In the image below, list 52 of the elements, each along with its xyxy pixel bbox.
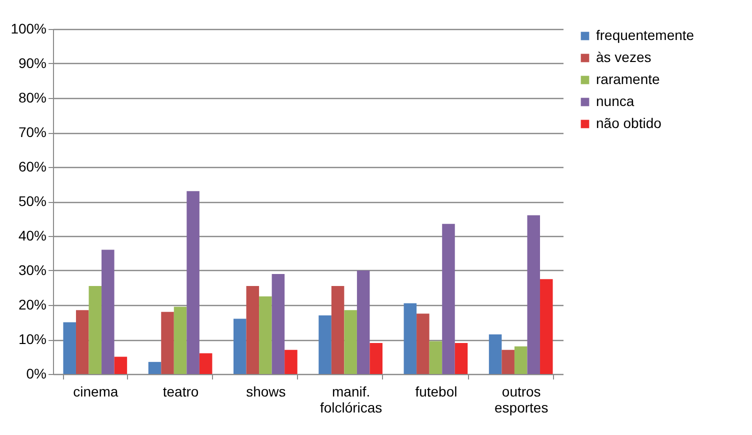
bar [527, 215, 540, 374]
bar [540, 279, 553, 374]
bar [370, 342, 382, 374]
bar [148, 362, 162, 374]
legend-label: não obtido [596, 115, 662, 131]
bar [416, 314, 430, 374]
y-tick-label: 40% [18, 228, 46, 244]
y-tick-label: 100% [10, 20, 46, 36]
bar [246, 286, 260, 374]
bar [234, 318, 246, 374]
y-tick-label: 20% [18, 296, 46, 312]
bar [186, 191, 200, 374]
bar [88, 286, 102, 374]
legend-label: raramente [596, 71, 660, 87]
y-tick-label: 10% [18, 331, 46, 347]
bar [488, 334, 502, 374]
bar [174, 306, 187, 374]
x-tick-label: futebol [415, 384, 458, 400]
bar [284, 350, 298, 374]
bar [429, 341, 442, 374]
y-tick-label: 90% [18, 55, 46, 71]
bar [161, 312, 174, 374]
bar [76, 310, 89, 374]
bar [514, 346, 528, 374]
y-tick-label: 50% [18, 193, 46, 209]
x-tick-label: shows [246, 384, 286, 400]
bar [442, 224, 455, 374]
x-tick-label: manif. folclóricas [320, 384, 382, 416]
bar [259, 296, 272, 374]
x-tick-label: teatro [162, 384, 199, 400]
y-tick-label: 70% [18, 124, 46, 140]
legend-label: frequentemente [596, 27, 694, 43]
bar [114, 356, 128, 374]
y-tick-label: 60% [18, 158, 46, 174]
bar [454, 342, 468, 374]
bar [102, 250, 114, 374]
bar [404, 303, 417, 374]
bar [272, 274, 285, 374]
y-tick-label: 0% [26, 366, 46, 382]
bar [356, 270, 370, 374]
x-tick-label: cinema [73, 384, 118, 400]
y-tick-label: 80% [18, 90, 46, 106]
bar [344, 310, 357, 374]
bar [502, 350, 514, 374]
y-tick-label: 30% [18, 262, 46, 278]
x-tick-label: outros esportes [494, 384, 548, 416]
legend-label: nunca [596, 93, 634, 109]
bar [199, 353, 212, 374]
bar [331, 286, 344, 374]
bar [63, 322, 76, 374]
bar [318, 315, 332, 374]
legend-label: às vezes [596, 49, 652, 65]
